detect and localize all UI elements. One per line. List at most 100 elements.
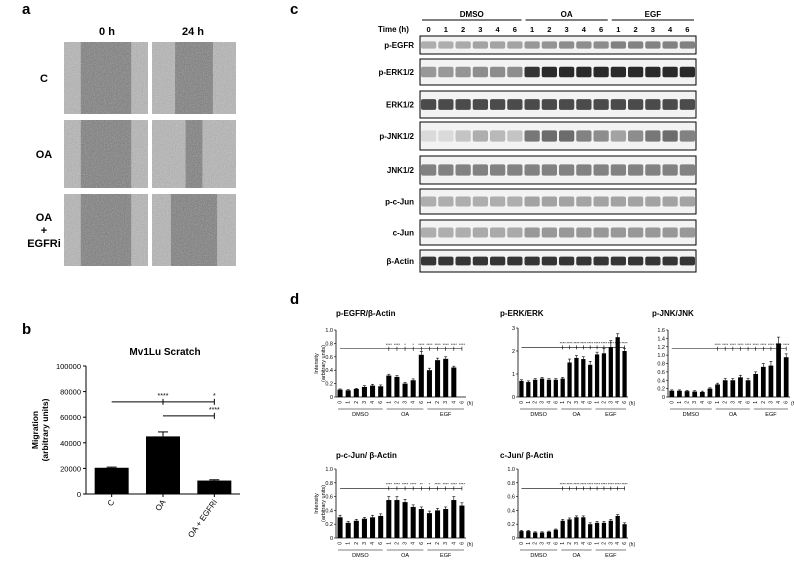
blot-p-EGFR: p-EGFR <box>384 35 697 55</box>
x-tick-label: 4 <box>615 542 621 545</box>
chart-b-title: Mv1Lu Scratch <box>129 347 200 358</box>
sig-stars: **** <box>601 481 608 486</box>
sig-stars: **** <box>560 340 567 345</box>
blot-band <box>421 196 437 207</box>
blot-band <box>610 130 626 142</box>
row-label-1-0: OA <box>36 149 53 161</box>
x-tick-label: 4 <box>370 542 376 545</box>
chart-title: p-JNK/JNK <box>652 309 694 318</box>
blot-frame <box>419 249 697 273</box>
x-tick-label: 2 <box>533 401 539 404</box>
chart-title: p-ERK/ERK <box>500 309 544 318</box>
blot-band <box>628 256 644 266</box>
x-tick-label: 4 <box>411 401 417 404</box>
blot-frame <box>419 35 697 55</box>
sig-stars: **** <box>737 342 744 347</box>
bar <box>594 522 600 538</box>
y-tick-label: 1.0 <box>325 328 333 334</box>
bar <box>345 522 351 538</box>
blot-band <box>576 99 592 110</box>
sig-stars: **** <box>608 340 615 345</box>
blot-band <box>421 99 437 110</box>
blot-band <box>628 99 644 110</box>
y-tick-label: 0.2 <box>507 522 515 528</box>
group-label: DMSO <box>530 412 547 418</box>
panel-b-migration-chart: Mv1Lu Scratch Migration (arbitrary units) 0… <box>30 347 240 539</box>
x-tick-label: C <box>106 498 117 508</box>
blot-band <box>679 227 695 238</box>
bar <box>574 357 579 397</box>
blot-band <box>524 196 540 207</box>
unit-label: (h) <box>629 401 635 407</box>
blot-band <box>524 130 540 142</box>
x-tick-label: OA + EGFRi <box>186 498 219 540</box>
blot-band <box>421 227 437 238</box>
sig-stars: **** <box>573 340 580 345</box>
chart-title: p-c-Jun/ β-Actin <box>336 451 397 460</box>
sig-stars: **** <box>621 340 628 345</box>
blot-band <box>576 130 592 142</box>
unit-label: (h) <box>629 542 635 548</box>
bar <box>533 532 538 538</box>
x-tick-label: 1 <box>427 542 433 545</box>
blot-band <box>490 227 506 238</box>
x-tick-label: 6 <box>588 542 594 545</box>
blot-band <box>507 256 523 266</box>
y-tick-label: 2 <box>512 349 515 355</box>
blot-ERK1/2: ERK1/2 <box>386 90 697 119</box>
lane-time-label: 6 <box>513 25 517 34</box>
x-tick-label: 2 <box>723 401 729 404</box>
x-tick-label: 1 <box>715 401 721 404</box>
y-tick-label: 0.6 <box>657 370 665 376</box>
blot-band <box>576 256 592 266</box>
blot-band <box>645 164 661 176</box>
blot-label: JNK1/2 <box>387 166 415 175</box>
x-tick-label: 1 <box>560 542 566 545</box>
blot-band <box>438 66 454 78</box>
x-tick-label: 3 <box>692 401 698 404</box>
blot-band <box>559 41 575 49</box>
bar <box>451 500 457 538</box>
x-tick-label: 1 <box>560 401 566 404</box>
bar <box>394 376 400 397</box>
blot-band <box>421 256 437 266</box>
sig-stars: **** <box>587 481 594 486</box>
blot-band <box>472 256 488 266</box>
blot-band <box>438 164 454 176</box>
blot-band <box>541 256 557 266</box>
y-tick-label: 0 <box>330 395 333 401</box>
col-label-0h: 0 h <box>99 26 115 38</box>
sig-stars: **** <box>608 481 615 486</box>
bar <box>553 529 558 538</box>
row-label-2-2: EGFRi <box>27 238 61 250</box>
blot-band <box>421 164 437 176</box>
x-tick-label: 2 <box>601 542 607 545</box>
group-label: EGF <box>440 553 452 559</box>
y-tick-label: 1.6 <box>657 328 665 334</box>
blot-band <box>507 41 523 49</box>
blot-band <box>541 164 557 176</box>
sig-stars: **** <box>434 481 441 486</box>
sig-stars: **** <box>402 481 409 486</box>
blot-band <box>610 99 626 110</box>
y-tick-label: 0 <box>512 536 515 542</box>
x-tick-label: OA <box>154 497 168 512</box>
row-label-0-0: C <box>40 73 48 85</box>
bar <box>615 515 620 538</box>
blot-band <box>455 164 471 176</box>
lane-time-label: 3 <box>565 25 569 34</box>
blot-band <box>455 256 471 266</box>
blot-band <box>628 227 644 238</box>
lane-time-label: 6 <box>685 25 689 34</box>
blot-band <box>472 99 488 110</box>
chart-title: p-EGFR/β-Actin <box>336 309 396 318</box>
bar <box>745 380 751 397</box>
x-tick-label: 3 <box>403 401 409 404</box>
sig-stars: **** <box>783 342 790 347</box>
image-texture <box>152 194 236 266</box>
bar <box>459 505 465 538</box>
x-tick-label: 6 <box>378 542 384 545</box>
lane-time-label: 4 <box>668 25 673 34</box>
x-tick-label: 2 <box>394 401 400 404</box>
